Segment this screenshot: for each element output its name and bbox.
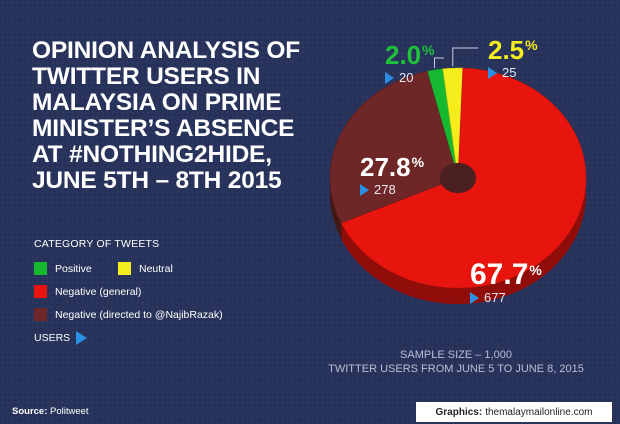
slice-label-positive: 2.0% 20: [385, 40, 435, 85]
legend-swatch-negative-directed: [34, 308, 47, 321]
slice-users-positive: 20: [399, 70, 414, 85]
title-line: AT #NOTHING2HIDE,: [32, 141, 272, 168]
slice-label-negative-directed: 27.8% 278: [360, 152, 425, 197]
source-label: Source:: [12, 406, 48, 417]
footer: Source: Politweet Graphics: themalaymail…: [0, 400, 620, 424]
legend-heading: CATEGORY OF TWEETS: [34, 238, 160, 250]
legend-swatch-neutral: [118, 262, 131, 275]
chart-title: OPINION ANALYSIS OF TWITTER USERS IN MAL…: [32, 38, 322, 194]
legend-item-positive: Positive: [34, 262, 92, 275]
graphics-credit: Graphics: themalaymailonline.com: [416, 402, 612, 422]
users-arrow-icon: [488, 66, 497, 79]
source-value: Politweet: [50, 406, 89, 417]
title-line: JUNE 5TH – 8TH 2015: [32, 167, 282, 194]
slice-users-negative-general: 677: [484, 290, 506, 305]
slice-label-neutral: 2.5% 25: [488, 35, 538, 80]
leader-line-positive: [434, 57, 444, 68]
slice-label-negative-general: 67.7% 677: [470, 258, 542, 305]
slice-percent-negative-general: 67.7: [470, 258, 529, 291]
legend-users: USERS: [34, 331, 88, 345]
legend-item-neutral: Neutral: [118, 262, 173, 275]
sample-size-line-2: TWITTER USERS FROM JUNE 5 TO JUNE 8, 201…: [328, 363, 584, 375]
legend-users-label: USERS: [34, 332, 71, 344]
users-arrow-icon: [385, 71, 394, 84]
title-line: OPINION ANALYSIS OF: [32, 37, 301, 64]
users-arrow-icon: [470, 291, 479, 304]
donut-hole: [440, 163, 476, 193]
credit-label: Graphics:: [435, 406, 483, 418]
sample-size-line-1: SAMPLE SIZE – 1,000: [400, 349, 512, 361]
legend-swatch-negative-general: [34, 285, 47, 298]
legend-label-neutral: Neutral: [139, 262, 173, 275]
credit-value: themalaymailonline.com: [485, 406, 593, 418]
title-line: MALAYSIA ON PRIME: [32, 89, 282, 116]
slice-percent-neutral: 2.5: [488, 35, 525, 65]
users-arrow-icon: [76, 331, 88, 345]
legend-label-negative-general: Negative (general): [55, 285, 142, 298]
slice-percent-positive: 2.0: [385, 40, 422, 70]
source-text: Source: Politweet: [12, 406, 89, 417]
leader-line-neutral: [452, 47, 478, 67]
title-line: TWITTER USERS IN: [32, 63, 261, 90]
legend-label-negative-directed: Negative (directed to @NajibRazak): [55, 308, 223, 321]
slice-users-negative-directed: 278: [374, 182, 396, 197]
slice-users-neutral: 25: [502, 65, 517, 80]
legend-swatch-positive: [34, 262, 47, 275]
legend-item-negative-directed: Negative (directed to @NajibRazak): [34, 308, 223, 321]
slice-percent-negative-directed: 27.8: [360, 152, 411, 182]
legend-label-positive: Positive: [55, 262, 92, 275]
sample-size-note: SAMPLE SIZE – 1,000 TWITTER USERS FROM J…: [325, 348, 587, 376]
users-arrow-icon: [360, 183, 369, 196]
legend-item-negative-general: Negative (general): [34, 285, 141, 298]
title-line: MINISTER’S ABSENCE: [32, 115, 295, 142]
